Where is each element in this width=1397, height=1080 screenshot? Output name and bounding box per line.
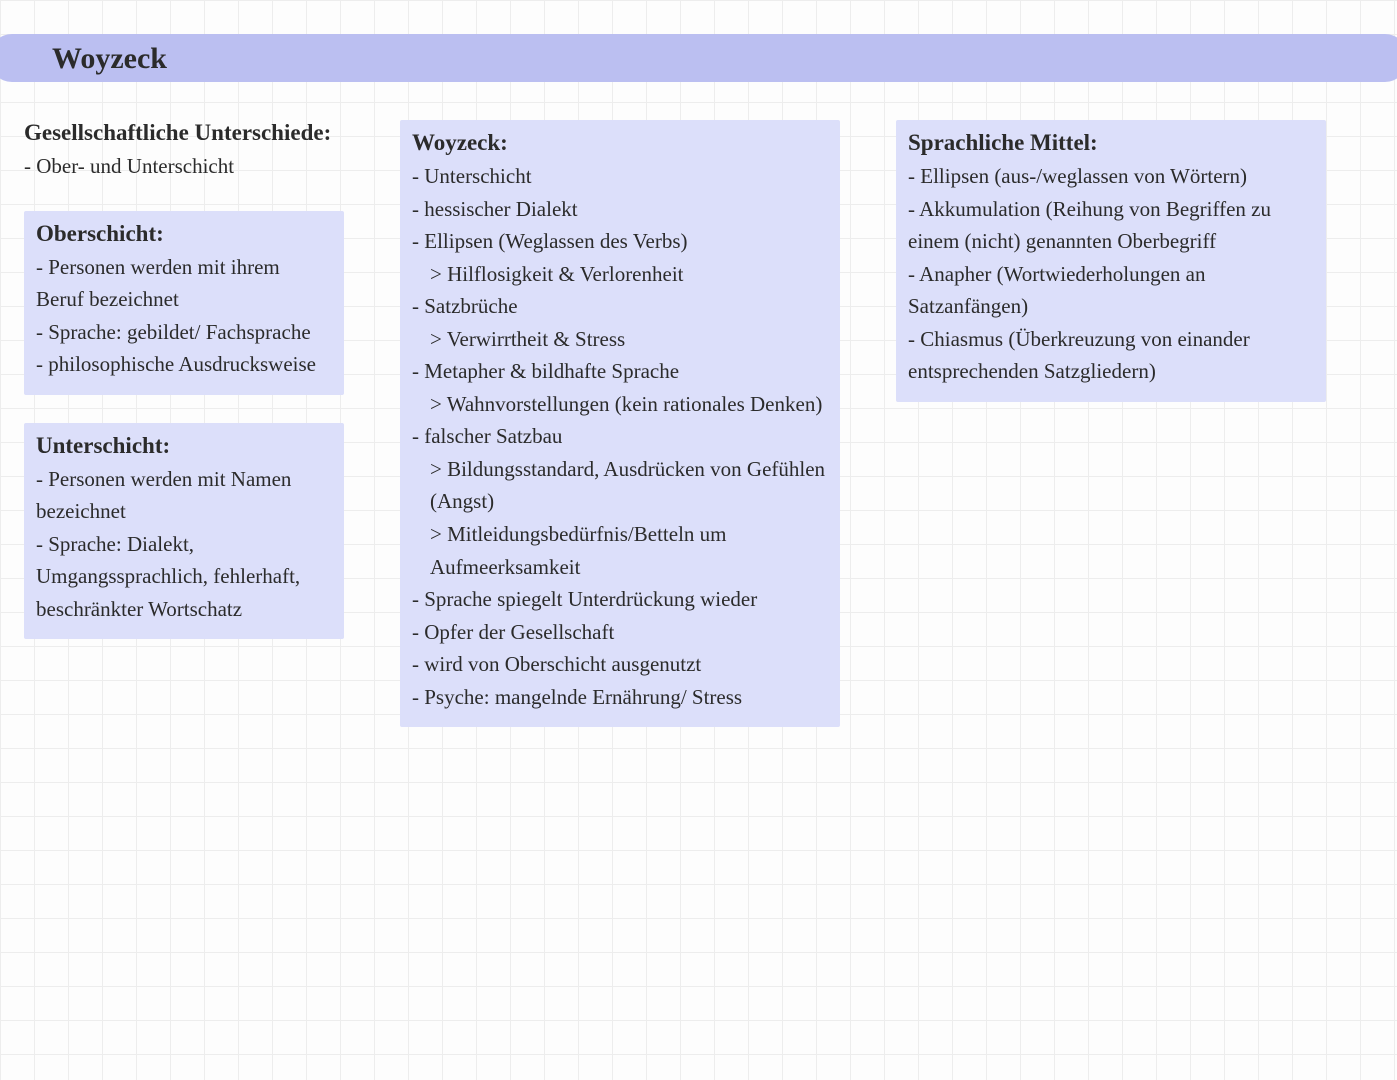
text-line: - Unterschicht (412, 160, 828, 193)
text-line: - hessischer Dialekt (412, 193, 828, 226)
heading-oberschicht: Oberschicht: (36, 221, 332, 247)
text-line: - Sprache: Dialekt, Umgangssprachlich, f… (36, 528, 332, 626)
text-line: - Metapher & bildhafte Sprache (412, 355, 828, 388)
column-left: Gesellschaftliche Unterschiede: - Ober- … (24, 120, 344, 639)
text-line: - Satzbrüche (412, 290, 828, 323)
title-bar (0, 34, 1397, 82)
text-line: - Ellipsen (aus-/weglassen von Wörtern) (908, 160, 1314, 193)
heading-intro: Gesellschaftliche Unterschiede: (24, 120, 344, 146)
lines-oberschicht: - Personen werden mit ihrem Beruf bezeic… (36, 251, 332, 381)
card-intro: Gesellschaftliche Unterschiede: - Ober- … (24, 120, 344, 183)
text-line: - Ellipsen (Weglassen des Verbs) (412, 225, 828, 258)
lines-sprachliche-mittel: - Ellipsen (aus-/weglassen von Wörtern)-… (908, 160, 1314, 388)
heading-sprachliche-mittel: Sprachliche Mittel: (908, 130, 1314, 156)
text-line: - Sprache spiegelt Unterdrückung wieder (412, 583, 828, 616)
text-line: - Personen werden mit ihrem Beruf bezeic… (36, 251, 332, 316)
text-line: - Ober- und Unterschicht (24, 150, 344, 183)
text-line: - Personen werden mit Namen bezeichnet (36, 463, 332, 528)
lines-unterschicht: - Personen werden mit Namen bezeichnet- … (36, 463, 332, 626)
card-unterschicht: Unterschicht: - Personen werden mit Name… (24, 423, 344, 640)
text-line: - Opfer der Gesellschaft (412, 616, 828, 649)
lines-woyzeck: - Unterschicht- hessischer Dialekt- Elli… (412, 160, 828, 713)
text-line: > Hilflosigkeit & Verlorenheit (412, 258, 828, 291)
text-line: - Sprache: gebildet/ Fachsprache (36, 316, 332, 349)
heading-unterschicht: Unterschicht: (36, 433, 332, 459)
column-right: Sprachliche Mittel: - Ellipsen (aus-/weg… (896, 120, 1326, 402)
text-line: - Akkumulation (Reihung von Begriffen zu… (908, 193, 1314, 258)
text-line: - Chiasmus (Überkreuzung von einander en… (908, 323, 1314, 388)
card-woyzeck: Woyzeck: - Unterschicht- hessischer Dial… (400, 120, 840, 727)
text-line: - falscher Satzbau (412, 420, 828, 453)
text-line: - wird von Oberschicht ausgenutzt (412, 648, 828, 681)
text-line: > Wahnvorstellungen (kein rationales Den… (412, 388, 828, 421)
text-line: - Anapher (Wortwiederholungen an Satzanf… (908, 258, 1314, 323)
text-line: > Mitleidungsbedürfnis/Betteln um Aufmee… (412, 518, 828, 583)
text-line: > Verwirrtheit & Stress (412, 323, 828, 356)
text-line: - philosophische Ausdrucksweise (36, 348, 332, 381)
card-oberschicht: Oberschicht: - Personen werden mit ihrem… (24, 211, 344, 395)
lines-intro: - Ober- und Unterschicht (24, 150, 344, 183)
content-area: Gesellschaftliche Unterschiede: - Ober- … (24, 120, 1373, 727)
text-line: > Bildungsstandard, Ausdrücken von Gefüh… (412, 453, 828, 518)
heading-woyzeck: Woyzeck: (412, 130, 828, 156)
text-line: - Psyche: mangelnde Ernährung/ Stress (412, 681, 828, 714)
card-sprachliche-mittel: Sprachliche Mittel: - Ellipsen (aus-/weg… (896, 120, 1326, 402)
page-title: Woyzeck (52, 42, 167, 76)
column-middle: Woyzeck: - Unterschicht- hessischer Dial… (400, 120, 840, 727)
